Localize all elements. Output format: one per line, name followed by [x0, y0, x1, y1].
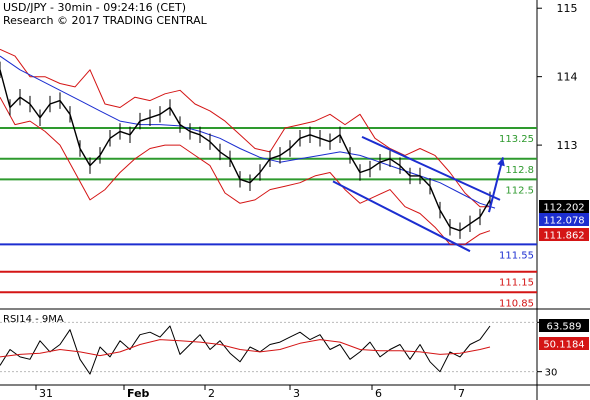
projection-arrow-shaft: [488, 157, 504, 213]
price-badge-label: 112.202: [543, 203, 584, 214]
chart-symbol-title: USD/JPY - 30min - 09:24:16 (CET): [3, 1, 187, 14]
price-axis-label: 113: [557, 139, 578, 152]
level-label: 111.55: [499, 250, 534, 261]
chart-copyright: Research © 2017 TRADING CENTRAL: [3, 14, 207, 27]
rsi-badge-label: 63.589: [547, 322, 582, 333]
price-axis-label: 114: [557, 71, 578, 84]
rsi-series-rsi14: [0, 325, 491, 375]
level-label: 113.25: [499, 134, 534, 145]
moving-average-line: [0, 55, 496, 209]
price-badge-label: 112.078: [543, 216, 584, 227]
price-badge: [539, 213, 589, 226]
level-label: 110.85: [499, 298, 534, 309]
x-axis-label: 31: [39, 387, 53, 400]
rsi-badge-label: 50.1184: [543, 340, 584, 351]
price-axis-label: 115: [557, 2, 578, 15]
x-axis-label: Feb: [127, 387, 150, 400]
x-axis-label: 7: [458, 387, 465, 400]
price-badge: [539, 200, 589, 213]
rsi-series-ma9: [0, 339, 491, 358]
rsi-panel-title: RSI14 - 9MA: [3, 314, 64, 325]
projection-arrow-head: [497, 157, 505, 167]
x-axis-label: 2: [208, 387, 215, 400]
level-label: 112.5: [505, 185, 534, 196]
trend-channel-lower: [332, 180, 471, 253]
price-line: [0, 69, 491, 232]
price-badge-label: 111.862: [543, 231, 584, 242]
x-axis-label: 6: [375, 387, 382, 400]
rsi-badge: [539, 337, 589, 350]
level-label: 112.8: [505, 165, 534, 176]
x-axis-label: 3: [293, 387, 300, 400]
level-label: 111.15: [499, 278, 534, 289]
price-badge: [539, 228, 589, 241]
rsi-axis-label: 30: [545, 368, 558, 379]
rsi-badge: [539, 319, 589, 332]
bollinger-lower-line: [0, 96, 491, 245]
bollinger-upper-line: [0, 48, 490, 208]
trend-channel-upper: [361, 135, 501, 201]
